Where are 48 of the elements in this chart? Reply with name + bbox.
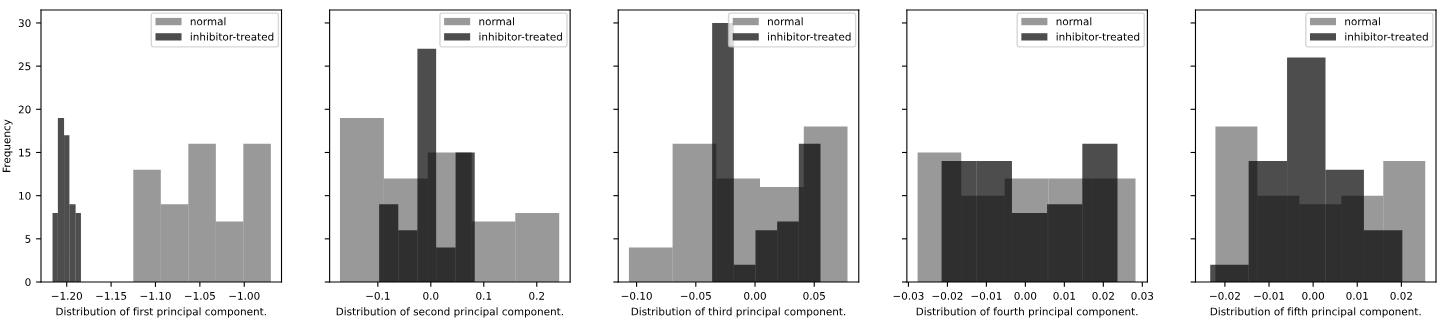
x-axis-title: Distribution of first principal component. [56, 307, 266, 318]
x-tick-label: −0.02 [1210, 291, 1240, 300]
legend-label: inhibitor-treated [1345, 32, 1428, 41]
x-tick-label: 0.02 [1092, 291, 1114, 300]
y-tick-label: 10 [19, 191, 31, 200]
x-tick-label: −0.01 [971, 291, 1002, 300]
x-axis-title: Distribution of fourth principal component. [916, 307, 1138, 318]
legend-label: normal [768, 17, 803, 26]
x-tick-label: −1.20 [51, 291, 83, 300]
y-tick-label: 5 [25, 235, 31, 243]
legend-label: inhibitor-treated [479, 32, 562, 41]
y-tick-label: 0 [25, 278, 31, 287]
y-axis-title: Frequency [2, 119, 13, 172]
x-tick-label: −1.05 [185, 291, 215, 300]
x-axis-title: Distribution of third principal component. [631, 307, 846, 318]
legend-label: normal [190, 17, 226, 26]
x-tick-label: 0.00 [744, 291, 766, 300]
x-tick-label: 0.05 [803, 291, 825, 300]
x-tick-label: −1.15 [96, 292, 127, 300]
x-tick-label: −1.00 [229, 291, 260, 300]
x-tick-label: −0.05 [680, 291, 711, 300]
x-tick-label: −1.10 [140, 291, 171, 300]
legend-label: normal [479, 17, 515, 26]
x-tick-label: 0.1 [476, 291, 492, 300]
legend-label: normal [1345, 17, 1380, 26]
legend-label: normal [1056, 17, 1092, 26]
y-tick-label: 20 [18, 105, 31, 114]
y-tick-label: 30 [18, 19, 31, 28]
x-tick-label: −0.01 [1254, 291, 1285, 300]
x-tick-label: −0.1 [366, 291, 390, 300]
y-tick-label: 15 [19, 148, 31, 157]
x-tick-label: 0.03 [1131, 291, 1154, 300]
y-tick-label: 25 [18, 62, 31, 71]
x-tick-label: 0.01 [1053, 291, 1075, 300]
x-tick-label: 0.00 [1014, 291, 1037, 300]
x-tick-label: −0.03 [893, 291, 924, 300]
x-tick-label: 0.01 [1346, 291, 1368, 300]
legend-label: inhibitor-treated [1056, 32, 1140, 41]
x-tick-label: −0.10 [621, 291, 652, 300]
x-tick-label: 0.02 [1390, 291, 1412, 300]
x-tick-label: 0.2 [529, 291, 544, 300]
x-axis-title: Distribution of second principal component. [336, 307, 563, 318]
legend-label: inhibitor-treated [190, 32, 274, 41]
legend-label: inhibitor-treated [768, 32, 851, 41]
x-tick-label: 0.0 [423, 291, 439, 300]
x-tick-label: 0.00 [1302, 291, 1325, 300]
x-tick-label: −0.02 [932, 291, 963, 300]
x-axis-title: Distribution of fifth principal component. [1210, 307, 1421, 318]
